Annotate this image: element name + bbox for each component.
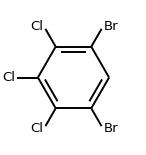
Text: Br: Br: [104, 20, 118, 33]
Text: Cl: Cl: [31, 20, 44, 33]
Text: Br: Br: [104, 122, 118, 135]
Text: Cl: Cl: [31, 122, 44, 135]
Text: Cl: Cl: [2, 71, 15, 84]
